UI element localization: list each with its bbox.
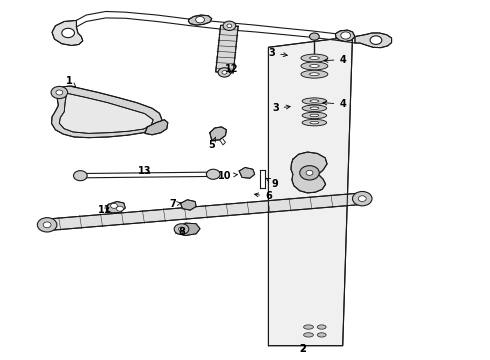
Polygon shape (175, 223, 200, 235)
Circle shape (223, 21, 236, 31)
Ellipse shape (304, 333, 314, 337)
Polygon shape (106, 202, 125, 213)
Text: 13: 13 (138, 166, 151, 176)
Circle shape (341, 32, 350, 39)
Circle shape (62, 28, 74, 38)
Circle shape (306, 170, 313, 175)
Circle shape (74, 171, 87, 181)
Ellipse shape (302, 105, 327, 112)
Circle shape (178, 227, 184, 231)
Circle shape (206, 169, 220, 179)
Polygon shape (355, 33, 392, 48)
Circle shape (117, 206, 123, 211)
Circle shape (352, 192, 372, 206)
Text: 4: 4 (324, 54, 346, 64)
Polygon shape (46, 193, 363, 230)
Polygon shape (180, 200, 196, 210)
Polygon shape (335, 30, 355, 41)
Text: 9: 9 (266, 178, 279, 189)
Ellipse shape (310, 107, 319, 109)
Circle shape (51, 86, 68, 99)
Circle shape (43, 222, 51, 228)
Polygon shape (269, 37, 352, 346)
Text: 8: 8 (178, 227, 185, 237)
Circle shape (370, 36, 382, 44)
Text: 3: 3 (269, 48, 287, 58)
Polygon shape (291, 152, 327, 193)
Circle shape (196, 17, 204, 23)
Circle shape (358, 196, 366, 202)
Ellipse shape (304, 325, 314, 329)
Ellipse shape (318, 325, 326, 329)
Text: 11: 11 (98, 206, 111, 216)
Text: 2: 2 (299, 344, 306, 354)
Text: 7: 7 (170, 199, 182, 210)
Text: 2: 2 (299, 344, 306, 354)
Ellipse shape (310, 57, 319, 59)
Circle shape (300, 166, 319, 180)
Circle shape (227, 24, 232, 28)
Circle shape (222, 71, 227, 74)
Polygon shape (59, 93, 153, 134)
Ellipse shape (310, 64, 319, 67)
Ellipse shape (302, 112, 327, 119)
Text: 6: 6 (254, 192, 272, 202)
Ellipse shape (310, 73, 319, 76)
Text: 10: 10 (218, 171, 238, 181)
Ellipse shape (301, 54, 328, 62)
Circle shape (310, 33, 319, 40)
Text: 12: 12 (224, 64, 238, 74)
Ellipse shape (310, 100, 319, 102)
Polygon shape (52, 21, 83, 45)
Text: 4: 4 (323, 99, 346, 109)
Polygon shape (210, 127, 226, 140)
Circle shape (56, 90, 63, 95)
Ellipse shape (318, 333, 326, 337)
Circle shape (218, 68, 231, 77)
Ellipse shape (310, 121, 319, 124)
Circle shape (111, 203, 118, 208)
Polygon shape (51, 86, 162, 138)
Circle shape (174, 224, 189, 234)
Ellipse shape (302, 98, 327, 104)
Polygon shape (145, 120, 168, 135)
Ellipse shape (301, 70, 328, 78)
Ellipse shape (310, 114, 319, 117)
Ellipse shape (302, 120, 327, 126)
Text: 5: 5 (208, 137, 216, 150)
Polygon shape (239, 167, 255, 178)
Text: 1: 1 (66, 76, 76, 87)
Polygon shape (216, 25, 238, 73)
Ellipse shape (301, 62, 328, 70)
Text: 3: 3 (272, 103, 290, 113)
Polygon shape (188, 15, 212, 25)
Circle shape (37, 218, 57, 232)
